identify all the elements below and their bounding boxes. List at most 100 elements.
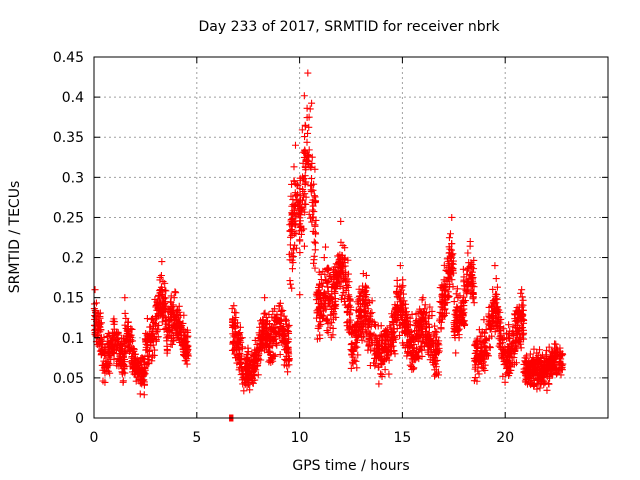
grid-lines xyxy=(94,57,608,418)
data-point xyxy=(449,250,457,258)
data-point xyxy=(254,361,262,369)
data-point xyxy=(553,346,561,354)
data-point xyxy=(232,354,240,362)
data-point xyxy=(477,353,485,361)
data-point xyxy=(284,323,292,331)
data-point xyxy=(362,271,370,279)
data-point xyxy=(425,346,433,354)
data-point xyxy=(530,345,538,353)
data-point xyxy=(244,348,252,356)
data-point xyxy=(512,359,520,367)
data-point xyxy=(518,293,526,301)
data-point xyxy=(305,123,313,131)
data-point xyxy=(468,261,476,269)
data-point xyxy=(425,343,433,351)
data-point xyxy=(114,334,122,342)
data-point xyxy=(126,332,134,340)
data-point xyxy=(301,208,309,216)
data-point xyxy=(399,300,407,308)
data-point xyxy=(316,331,324,339)
data-point xyxy=(339,242,347,250)
data-point xyxy=(139,355,147,363)
data-point xyxy=(377,352,385,360)
data-point xyxy=(529,354,537,362)
data-point xyxy=(520,368,528,376)
data-point xyxy=(332,300,340,308)
data-point xyxy=(277,311,285,319)
data-point xyxy=(450,319,458,327)
data-point xyxy=(515,327,523,335)
data-point xyxy=(302,200,310,208)
data-point xyxy=(256,334,264,342)
data-point xyxy=(519,296,527,304)
x-axis-label: GPS time / hours xyxy=(292,458,409,474)
data-point xyxy=(101,378,109,386)
data-point xyxy=(175,318,183,326)
data-point xyxy=(491,292,499,300)
data-point xyxy=(144,333,152,341)
data-point xyxy=(155,322,163,330)
x-tick-label: 15 xyxy=(393,430,411,446)
data-point xyxy=(328,319,336,327)
data-point xyxy=(292,221,300,229)
data-point xyxy=(91,322,99,330)
data-point xyxy=(391,301,399,309)
data-point xyxy=(308,175,316,183)
data-point xyxy=(450,298,458,306)
data-point xyxy=(551,353,559,361)
data-point xyxy=(472,358,480,366)
data-point xyxy=(508,350,516,358)
data-point xyxy=(266,344,274,352)
data-point xyxy=(102,361,110,369)
data-point xyxy=(170,336,178,344)
data-point xyxy=(454,293,462,301)
data-point xyxy=(291,141,299,149)
data-point xyxy=(100,333,108,341)
data-point xyxy=(441,305,449,313)
data-point xyxy=(391,333,399,341)
data-point xyxy=(280,361,288,369)
data-point xyxy=(287,233,295,241)
data-point xyxy=(147,337,155,345)
data-point xyxy=(462,286,470,294)
data-point xyxy=(452,306,460,314)
data-point xyxy=(470,299,478,307)
data-point xyxy=(475,370,483,378)
data-point xyxy=(169,301,177,309)
data-point xyxy=(343,282,351,290)
y-tick-label: 0.1 xyxy=(62,331,84,347)
data-point xyxy=(501,344,509,352)
data-point xyxy=(171,313,179,321)
data-point xyxy=(392,305,400,313)
data-point xyxy=(475,326,483,334)
data-point xyxy=(482,336,490,344)
data-point xyxy=(145,347,153,355)
data-point xyxy=(312,230,320,238)
data-point xyxy=(540,365,548,373)
data-point xyxy=(341,301,349,309)
data-point xyxy=(505,359,513,367)
data-point xyxy=(300,92,308,100)
y-tick-label: 0.05 xyxy=(53,371,84,387)
data-point xyxy=(431,366,439,374)
data-point xyxy=(121,341,129,349)
data-point xyxy=(493,306,501,314)
data-point xyxy=(549,348,557,356)
data-point xyxy=(167,292,175,300)
data-point xyxy=(176,311,184,319)
data-point xyxy=(311,246,319,254)
data-point xyxy=(431,372,439,380)
data-point xyxy=(536,384,544,392)
data-point xyxy=(298,204,306,212)
data-point xyxy=(440,276,448,284)
data-point xyxy=(403,352,411,360)
data-point xyxy=(323,264,331,272)
data-point xyxy=(248,350,256,358)
data-point xyxy=(366,362,374,369)
data-point xyxy=(265,320,273,328)
data-point xyxy=(452,290,460,298)
data-point xyxy=(446,268,454,276)
data-point xyxy=(490,314,498,322)
data-point xyxy=(360,309,368,317)
data-point xyxy=(379,346,387,354)
